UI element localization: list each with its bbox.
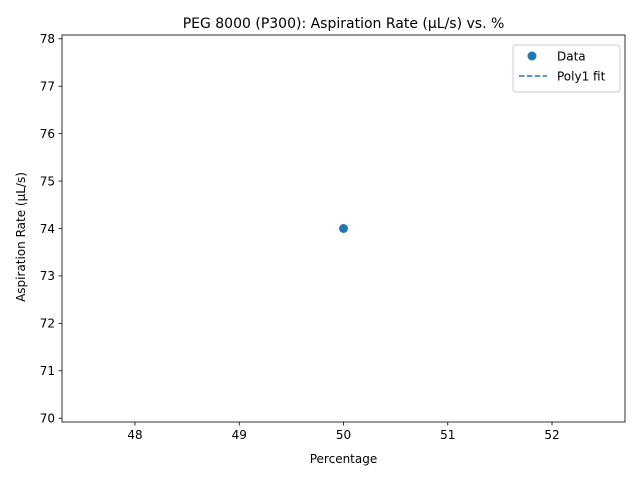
- x-tick-label: 50: [336, 428, 351, 442]
- x-axis-ticks: 48 49 50 51 52: [127, 422, 560, 442]
- y-tick-label: 77: [40, 80, 55, 94]
- y-tick-label: 70: [40, 412, 55, 426]
- x-tick-label: 52: [544, 428, 559, 442]
- y-tick-label: 75: [40, 174, 55, 188]
- y-tick-label: 78: [40, 32, 55, 46]
- y-tick-label: 76: [40, 127, 55, 141]
- y-tick-label: 74: [40, 222, 55, 236]
- legend-box: [512, 44, 621, 93]
- y-tick-label: 73: [40, 269, 55, 283]
- y-axis-label: Aspiration Rate (µL/s): [14, 172, 28, 302]
- x-tick-label: 49: [232, 428, 247, 442]
- y-tick-label: 71: [40, 364, 55, 378]
- y-tick-label: 72: [40, 317, 55, 331]
- x-tick-label: 51: [440, 428, 455, 442]
- data-point: [339, 224, 348, 233]
- x-tick-label: 48: [127, 428, 142, 442]
- x-axis-label: Percentage: [310, 452, 378, 466]
- legend-label-fit: Poly1 fit: [557, 70, 606, 84]
- data-points: [339, 224, 348, 233]
- plot-area-frame: [61, 34, 626, 423]
- legend: Data Poly1 fit: [512, 44, 621, 93]
- legend-label-data: Data: [557, 50, 586, 64]
- chart-title: PEG 8000 (P300): Aspiration Rate (µL/s) …: [183, 16, 505, 32]
- legend-marker-data: [527, 51, 537, 61]
- y-axis-ticks: 70 71 72 73 74 75 76 77 78: [40, 32, 62, 426]
